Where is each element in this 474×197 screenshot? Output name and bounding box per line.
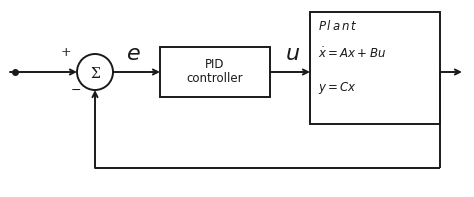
Text: $u$: $u$ <box>285 43 301 65</box>
Text: PID: PID <box>205 58 225 71</box>
Bar <box>160 47 270 97</box>
Text: controller: controller <box>187 72 243 85</box>
Bar <box>310 12 440 124</box>
Text: $\dot{x} = Ax + Bu$: $\dot{x} = Ax + Bu$ <box>318 47 386 61</box>
Text: −: − <box>71 84 81 97</box>
Text: $y = Cx$: $y = Cx$ <box>318 80 357 96</box>
Text: Σ: Σ <box>90 67 100 81</box>
Text: $e$: $e$ <box>126 43 140 65</box>
Text: +: + <box>61 46 71 59</box>
Text: $\mathit{P\,l\,a\,n\,t}$: $\mathit{P\,l\,a\,n\,t}$ <box>318 19 357 33</box>
